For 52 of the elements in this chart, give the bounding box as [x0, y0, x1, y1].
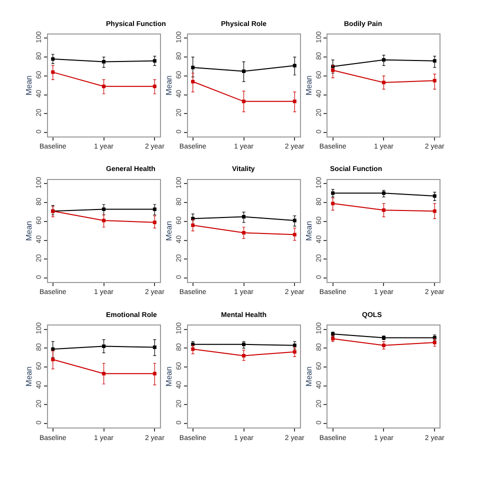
point [102, 60, 106, 64]
point [382, 191, 386, 195]
point [382, 80, 386, 84]
point [191, 66, 195, 70]
point [242, 354, 246, 358]
point [292, 350, 296, 354]
point [102, 207, 106, 211]
point [152, 59, 156, 63]
point [102, 344, 106, 348]
point [292, 344, 296, 348]
point [292, 232, 296, 236]
point [382, 208, 386, 212]
y-axis-title: Mean [24, 220, 34, 241]
point [152, 345, 156, 349]
point [191, 347, 195, 351]
y-axis-title: Mean [304, 366, 314, 386]
point [382, 58, 386, 62]
y-axis-title: Mean [24, 366, 34, 386]
point [191, 80, 195, 84]
point [152, 207, 156, 211]
y-axis-title: Mean [164, 366, 174, 386]
point [102, 372, 106, 376]
point [51, 57, 55, 61]
point [242, 100, 246, 104]
point [51, 70, 55, 74]
y-axis-title: Mean [164, 75, 174, 96]
point [432, 340, 436, 344]
point [331, 202, 335, 206]
point [432, 194, 436, 198]
point [152, 84, 156, 88]
y-axis-title: Mean [164, 220, 174, 241]
point [191, 224, 195, 228]
point [242, 69, 246, 73]
point [292, 64, 296, 68]
point [292, 100, 296, 104]
point [242, 231, 246, 235]
point [102, 218, 106, 222]
point [102, 84, 106, 88]
point [152, 220, 156, 224]
y-axis-title: Mean [304, 220, 314, 241]
point [152, 372, 156, 376]
point [242, 215, 246, 219]
point [292, 218, 296, 222]
point [432, 59, 436, 63]
y-axis-title: Mean [304, 75, 314, 96]
point [51, 358, 55, 362]
y-axis-title: Mean [24, 75, 34, 96]
point [432, 78, 436, 82]
point [432, 209, 436, 213]
point [382, 344, 386, 348]
point [331, 191, 335, 195]
point [331, 68, 335, 72]
